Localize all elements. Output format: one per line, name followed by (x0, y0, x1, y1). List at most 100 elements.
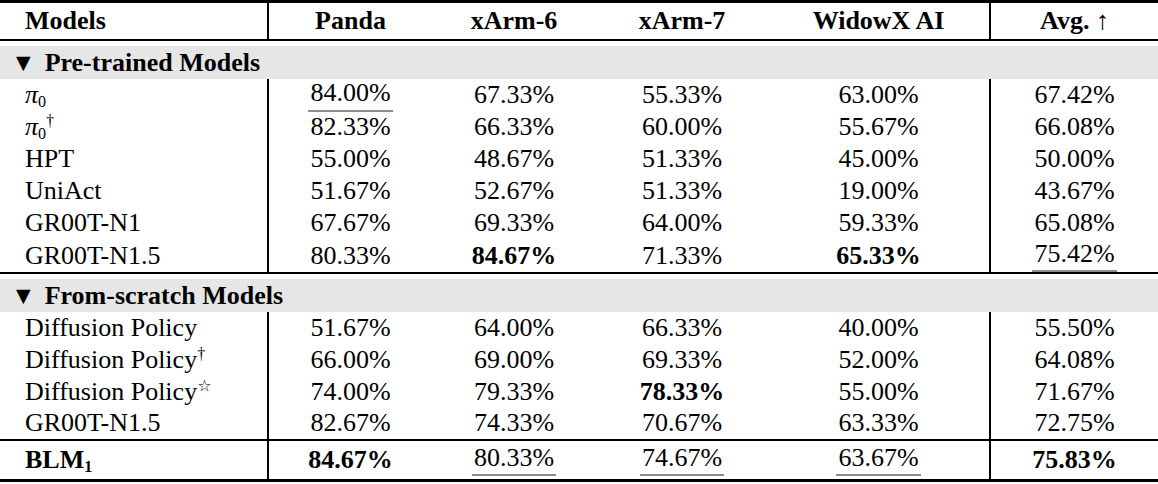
value-cell: 63.33% (768, 408, 990, 440)
cell-value: 64.00% (474, 313, 554, 342)
value-cell: 65.33% (768, 240, 990, 274)
cell-value: 78.33% (640, 377, 725, 406)
model-name-cell: UniAct (0, 176, 268, 208)
cell-value: 52.00% (838, 345, 918, 374)
value-cell: 45.00% (768, 144, 990, 176)
table-row: GR00T-N167.67%69.33%64.00%59.33%65.08% (0, 208, 1158, 240)
section-header-row: ▼From-scratch Models (0, 273, 1158, 312)
table-row: GR00T-N1.582.67%74.33%70.67%63.33%72.75% (0, 408, 1158, 440)
table-row: π084.00%67.33%55.33%63.00%67.42% (0, 79, 1158, 112)
table-row: π0† 82.33% 66.33% 60.00% 55.67% 66.08% (0, 112, 1158, 144)
table-row: Diffusion Policy51.67%64.00%66.33%40.00%… (0, 312, 1158, 344)
cell-value: 82.33% (310, 112, 390, 141)
value-cell: 64.00% (432, 312, 596, 344)
cell-value: 55.67% (838, 112, 918, 141)
value-cell: 80.33% (432, 440, 596, 480)
cell-value: 69.00% (474, 345, 554, 374)
value-cell: 51.33% (596, 176, 768, 208)
cell-value: 84.00% (308, 79, 392, 112)
value-cell: 79.33% (432, 376, 596, 408)
cell-value: 40.00% (838, 313, 918, 342)
value-cell: 71.67% (990, 376, 1158, 408)
model-name: GR00T-N1.5 (25, 408, 161, 437)
value-cell: 71.33% (596, 240, 768, 274)
cell-value: 43.67% (1034, 176, 1114, 205)
model-name-cell: GR00T-N1.5 (0, 240, 268, 274)
cell-value: 50.00% (1034, 144, 1114, 173)
value-cell: 74.67% (596, 440, 768, 480)
section-title: Pre-trained Models (45, 48, 260, 77)
model-name: Diffusion Policy (25, 377, 197, 406)
model-subscript: 0 (38, 93, 46, 110)
model-name: GR00T-N1.5 (25, 241, 161, 270)
value-cell: 69.33% (596, 344, 768, 376)
model-name-cell: GR00T-N1 (0, 208, 268, 240)
column-header-panda: Panda (268, 2, 432, 41)
cell-value: 63.67% (836, 444, 920, 477)
section-header-cell: ▼Pre-trained Models (0, 40, 1158, 79)
triangle-down-icon: ▼ (16, 279, 31, 312)
cell-value: 84.67% (308, 445, 393, 474)
value-cell: 69.33% (432, 208, 596, 240)
cell-value: 66.00% (310, 345, 390, 374)
table-row: HPT55.00%48.67%51.33%45.00%50.00% (0, 144, 1158, 176)
model-name: BLM (25, 445, 84, 474)
column-header-xarm6: xArm-6 (432, 2, 596, 41)
cell-value: 74.67% (640, 444, 724, 477)
cell-value: 65.33% (836, 241, 921, 270)
model-name: Diffusion Policy (25, 313, 197, 342)
value-cell: 84.00% (268, 79, 432, 112)
value-cell: 40.00% (768, 312, 990, 344)
value-cell: 43.67% (990, 176, 1158, 208)
cell-value: 55.00% (838, 377, 918, 406)
model-name: GR00T-N1 (25, 208, 141, 237)
cell-value: 69.33% (474, 208, 554, 237)
cell-value: 66.08% (1034, 112, 1114, 141)
model-superscript: † (46, 112, 54, 129)
table-row: Diffusion Policy☆74.00%79.33%78.33%55.00… (0, 376, 1158, 408)
cell-value: 67.33% (474, 80, 554, 109)
section-header-row: ▼Pre-trained Models (0, 40, 1158, 79)
cell-value: 60.00% (642, 112, 722, 141)
value-cell: 55.00% (768, 376, 990, 408)
cell-value: 82.67% (310, 408, 390, 437)
value-cell: 84.67% (432, 240, 596, 274)
cell-value: 79.33% (474, 377, 554, 406)
table-row: Diffusion Policy† 66.00% 69.00% 69.33% 52.00… (0, 344, 1158, 376)
value-cell: 67.33% (432, 79, 596, 112)
value-cell: 72.75% (990, 408, 1158, 440)
model-name-cell: BLM1 (0, 440, 268, 480)
model-name-cell: HPT (0, 144, 268, 176)
value-cell: 74.33% (432, 408, 596, 440)
value-cell: 63.00% (768, 79, 990, 112)
section-header-cell: ▼From-scratch Models (0, 273, 1158, 312)
value-cell: 52.00% (768, 344, 990, 376)
cell-value: 80.33% (310, 241, 390, 270)
column-header-avg: Avg. ↑ (990, 2, 1158, 41)
column-header-xarm7: xArm-7 (596, 2, 768, 41)
section-band: ▼Pre-trained Models (0, 46, 1158, 79)
value-cell: 66.33% (432, 112, 596, 144)
section-band: ▼From-scratch Models (0, 279, 1158, 312)
cell-value: 84.67% (472, 241, 557, 270)
model-name: π (25, 112, 38, 141)
value-cell: 60.00% (596, 112, 768, 144)
cell-value: 55.33% (642, 80, 722, 109)
model-name-cell: Diffusion Policy† (0, 344, 268, 376)
table-row-blm1: BLM184.67%80.33%74.67%63.67%75.83% (0, 440, 1158, 480)
value-cell: 65.08% (990, 208, 1158, 240)
cell-value: 69.33% (642, 345, 722, 374)
cell-value: 67.67% (310, 208, 390, 237)
cell-value: 51.67% (310, 176, 390, 205)
value-cell: 78.33% (596, 376, 768, 408)
value-cell: 82.33% (268, 112, 432, 144)
value-cell: 66.33% (596, 312, 768, 344)
value-cell: 82.67% (268, 408, 432, 440)
cell-value: 51.33% (642, 176, 722, 205)
cell-value: 66.33% (642, 313, 722, 342)
cell-value: 66.33% (474, 112, 554, 141)
value-cell: 74.00% (268, 376, 432, 408)
value-cell: 64.08% (990, 344, 1158, 376)
model-subscript: 0 (38, 125, 46, 142)
model-name-cell: GR00T-N1.5 (0, 408, 268, 440)
